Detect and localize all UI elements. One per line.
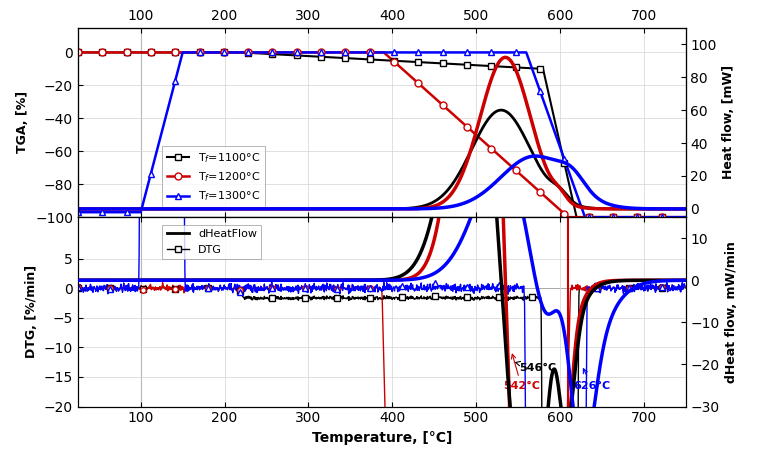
Y-axis label: TGA, [%]: TGA, [%] bbox=[16, 91, 30, 153]
Y-axis label: DTG, [%/min]: DTG, [%/min] bbox=[25, 265, 38, 359]
Y-axis label: dHeat flow, mW/min: dHeat flow, mW/min bbox=[725, 241, 738, 383]
Text: 546°C: 546°C bbox=[516, 361, 556, 373]
Text: 542°C: 542°C bbox=[502, 354, 540, 391]
Text: 626°C: 626°C bbox=[573, 369, 611, 391]
X-axis label: Temperature, [°C]: Temperature, [°C] bbox=[312, 431, 452, 445]
Legend: dHeatFlow, DTG: dHeatFlow, DTG bbox=[163, 225, 262, 259]
Y-axis label: Heat flow, [mW]: Heat flow, [mW] bbox=[722, 65, 735, 180]
Legend: T$_f$=1100°C, T$_f$=1200°C, T$_f$=1300°C: T$_f$=1100°C, T$_f$=1200°C, T$_f$=1300°C bbox=[163, 146, 265, 208]
